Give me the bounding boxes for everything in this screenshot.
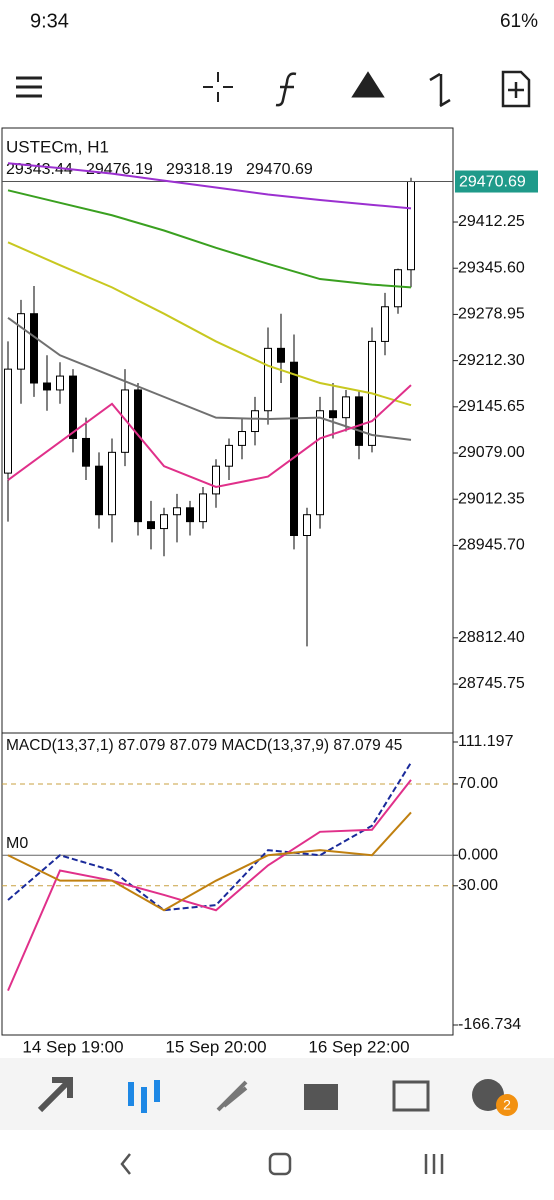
y-tick-label: 0.000 xyxy=(458,846,498,863)
x-tick-label: 16 Sep 22:00 xyxy=(308,1037,409,1056)
toolbar xyxy=(16,70,531,108)
candle-body xyxy=(277,347,285,363)
news-tab[interactable] xyxy=(392,1080,430,1112)
indicator-line xyxy=(7,241,412,407)
candle-body xyxy=(394,269,402,308)
y-tick-label: 29012.35 xyxy=(458,490,525,507)
candle-body xyxy=(251,410,259,433)
candle-body xyxy=(186,507,194,523)
ohlc-value: 29318.19 xyxy=(166,161,233,178)
history-tab[interactable] xyxy=(304,1084,338,1110)
chart-frame xyxy=(1,127,454,1036)
candle-body xyxy=(355,396,363,446)
y-tick-label: 70.00 xyxy=(458,775,498,792)
candle-body xyxy=(17,313,25,370)
price-box xyxy=(455,170,538,193)
indicator-icon[interactable] xyxy=(275,72,297,107)
candle-body xyxy=(225,444,233,467)
candle-body xyxy=(329,410,337,419)
candle-body xyxy=(82,437,90,467)
chart-title: USTECm, H1 xyxy=(6,137,109,156)
back-button[interactable] xyxy=(120,1153,131,1175)
x-tick-label: 15 Sep 20:00 xyxy=(165,1037,266,1056)
home-button[interactable] xyxy=(268,1152,292,1176)
candle-body xyxy=(69,375,77,439)
candle-body xyxy=(381,306,389,342)
y-tick-label: -166.734 xyxy=(458,1016,521,1033)
candle-body xyxy=(121,389,129,453)
candle-body xyxy=(134,389,142,523)
y-tick-label: 29212.30 xyxy=(458,352,525,369)
y-tick-label: 28812.40 xyxy=(458,629,525,646)
nav-bar xyxy=(0,1058,554,1130)
indicator-line xyxy=(7,762,412,912)
bottom-nav: 2 xyxy=(0,1058,554,1130)
candle-body xyxy=(212,465,220,495)
chart-tab[interactable] xyxy=(128,1080,160,1113)
candle-body xyxy=(108,451,116,516)
candle-body xyxy=(4,368,12,474)
candle-body xyxy=(173,507,181,516)
quotes-tab[interactable] xyxy=(37,1077,73,1113)
new-order-icon[interactable] xyxy=(501,70,531,108)
badge-count: 2 xyxy=(503,1097,511,1113)
candle-body xyxy=(316,410,324,516)
candle-body xyxy=(147,521,155,530)
messages-tab[interactable] xyxy=(472,1079,504,1111)
x-tick-label: 14 Sep 19:00 xyxy=(22,1037,123,1056)
indicator-line xyxy=(7,317,412,441)
system-nav xyxy=(120,1152,444,1176)
y-tick-label: 29278.95 xyxy=(458,306,525,323)
candle-body xyxy=(303,514,311,537)
ohlc-value: 29470.69 xyxy=(246,161,313,178)
y-tick-label: 30.00 xyxy=(458,877,498,894)
objects-icon[interactable] xyxy=(351,71,385,98)
candle-body xyxy=(199,493,207,523)
ohlc-value: 29476.19 xyxy=(86,161,153,178)
candle-body xyxy=(238,431,246,446)
badge xyxy=(496,1094,518,1116)
y-tick-label: 111.197 xyxy=(458,733,514,750)
price-label: 29470.69 xyxy=(459,174,526,191)
trade-icon[interactable] xyxy=(429,72,451,108)
macd-title: MACD(13,37,1) 87.079 87.079 MACD(13,37,9… xyxy=(6,737,402,754)
candle-body xyxy=(160,514,168,530)
candle-body xyxy=(290,361,298,537)
y-tick-label: 29145.65 xyxy=(458,398,525,415)
y-tick-label: 28945.70 xyxy=(458,537,525,554)
candle-body xyxy=(30,313,38,384)
plot: 29412.25 29345.60 29278.95 29212.30 29145.65… xyxy=(2,161,538,1056)
candle-body xyxy=(407,181,415,271)
y-tick-label: 28745.75 xyxy=(458,675,525,692)
candle-body xyxy=(264,347,272,412)
status-time: 9:34 xyxy=(30,10,69,32)
indicator-line xyxy=(7,779,412,992)
candle-body xyxy=(342,396,350,419)
trade-tab[interactable] xyxy=(216,1080,248,1112)
indicator-line xyxy=(7,384,412,489)
y-tick-label: 29412.25 xyxy=(458,213,525,230)
indicator-line xyxy=(7,811,412,912)
indicator-line xyxy=(7,189,412,289)
indicator-line xyxy=(7,162,412,210)
recents-button[interactable] xyxy=(424,1154,444,1174)
candle-body xyxy=(56,375,64,391)
candle-body xyxy=(95,465,103,516)
y-tick-label: 29345.60 xyxy=(458,259,525,276)
crosshair-icon[interactable] xyxy=(203,72,233,102)
status-battery: 61% xyxy=(500,11,538,32)
candle-body xyxy=(43,382,51,391)
macd-annotation: M0 xyxy=(6,835,28,852)
y-tick-label: 29079.00 xyxy=(458,444,525,461)
menu-icon[interactable] xyxy=(16,76,42,98)
